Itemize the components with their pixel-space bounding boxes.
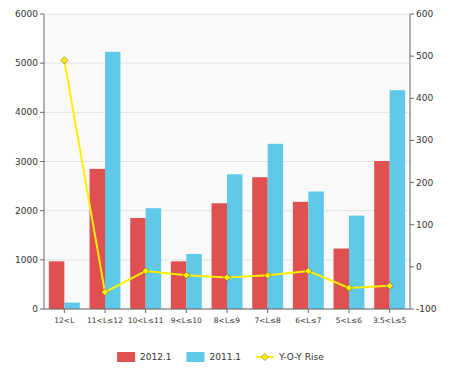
- legend-swatch: [187, 352, 205, 362]
- y-tick: [40, 14, 44, 15]
- legend-label: 2012.1: [140, 352, 172, 362]
- grid-line: [44, 112, 410, 113]
- grid: [44, 14, 410, 309]
- y-tick-label: 1000: [15, 255, 38, 265]
- y2-tick: [410, 309, 414, 310]
- y-tick: [40, 210, 44, 211]
- y2-tick-label: 0: [416, 262, 422, 272]
- y-tick: [40, 161, 44, 162]
- line-marker: [183, 272, 190, 279]
- bar: [90, 169, 105, 309]
- legend-swatch: [117, 352, 135, 362]
- line-marker: [223, 274, 230, 281]
- bar: [334, 249, 349, 309]
- line-marker: [142, 267, 149, 274]
- x-tick-label: 3.5<L≤5: [373, 316, 407, 325]
- line-marker: [386, 282, 393, 289]
- y-tick-label: 4000: [15, 107, 38, 117]
- chart-svg: 0 1000 2000 3000 4000 5000 6000 -100 0 100 200 300 4…: [0, 0, 450, 371]
- y-tick: [40, 309, 44, 310]
- bar: [308, 191, 323, 309]
- y2-tick: [410, 140, 414, 141]
- bar: [252, 177, 267, 309]
- y-axis-line: [44, 14, 45, 309]
- y2-tick: [410, 224, 414, 225]
- x-tick-label: 8<L≤9: [214, 316, 241, 325]
- legend-label: 2011.1: [210, 352, 242, 362]
- x-tick: [105, 309, 106, 313]
- y-tick: [40, 63, 44, 64]
- y2-tick-label: -100: [416, 304, 437, 314]
- line-marker: [305, 267, 312, 274]
- bar: [130, 218, 145, 309]
- bar: [227, 174, 242, 309]
- bar: [146, 208, 161, 309]
- line-marker: [61, 57, 68, 64]
- y-tick: [40, 259, 44, 260]
- bar: [268, 144, 283, 309]
- y2-tick: [410, 98, 414, 99]
- y-tick-label: 0: [32, 304, 38, 314]
- y2-tick: [410, 266, 414, 267]
- x-tick: [349, 309, 350, 313]
- y2-tick-label: 100: [416, 220, 433, 230]
- y-tick-label: 3000: [15, 157, 38, 167]
- legend-label: Y-O-Y Rise: [278, 352, 324, 362]
- x-tick: [267, 309, 268, 313]
- x-tick: [389, 309, 390, 313]
- y2-tick-label: 300: [416, 135, 433, 145]
- x-tick-label: 9<L≤10: [171, 316, 202, 325]
- y2-tick-label: 200: [416, 178, 433, 188]
- line: [64, 60, 389, 292]
- grid-line: [44, 14, 410, 15]
- line-marker: [345, 284, 352, 291]
- y-tick: [40, 112, 44, 113]
- legend: 2012.1 2011.1 Y-O-Y Rise: [117, 352, 324, 362]
- y-tick-label: 2000: [15, 206, 38, 216]
- x-tick-label: 11<L≤12: [87, 316, 123, 325]
- x-tick: [186, 309, 187, 313]
- y2-tick-label: 600: [416, 9, 433, 19]
- y2-tick-label: 500: [416, 51, 433, 61]
- bar: [171, 261, 186, 309]
- x-tick-label: 12<L: [54, 316, 75, 325]
- bar: [390, 90, 405, 309]
- bar: [349, 216, 364, 309]
- bar: [293, 202, 308, 309]
- y2-tick: [410, 182, 414, 183]
- grid-line: [44, 63, 410, 64]
- y2-tick: [410, 14, 414, 15]
- grid-line: [44, 161, 410, 162]
- y-tick-label: 6000: [15, 9, 38, 19]
- y-tick-label: 5000: [15, 58, 38, 68]
- bar: [64, 303, 79, 309]
- x-tick-label: 7<L≤8: [255, 316, 282, 325]
- x-tick: [227, 309, 228, 313]
- y2-axis-line: [410, 14, 411, 309]
- y2-tick: [410, 56, 414, 57]
- plot-background: [44, 14, 410, 309]
- legend-marker: [261, 353, 268, 360]
- bar: [49, 261, 64, 309]
- x-tick: [308, 309, 309, 313]
- line-marker: [101, 289, 108, 296]
- x-tick: [145, 309, 146, 313]
- y2-tick-label: 400: [416, 93, 433, 103]
- x-tick-label: 6<L≤7: [295, 316, 322, 325]
- bar: [186, 254, 201, 309]
- x-tick-label: 5<L≤6: [336, 316, 363, 325]
- x-tick-label: 10<L≤11: [128, 316, 164, 325]
- bar: [212, 203, 227, 309]
- line-marker: [264, 272, 271, 279]
- x-tick: [64, 309, 65, 313]
- bar: [105, 52, 120, 309]
- chart-container: 0 1000 2000 3000 4000 5000 6000 -100 0 100 200 300 4…: [0, 0, 450, 371]
- marks: [49, 52, 405, 309]
